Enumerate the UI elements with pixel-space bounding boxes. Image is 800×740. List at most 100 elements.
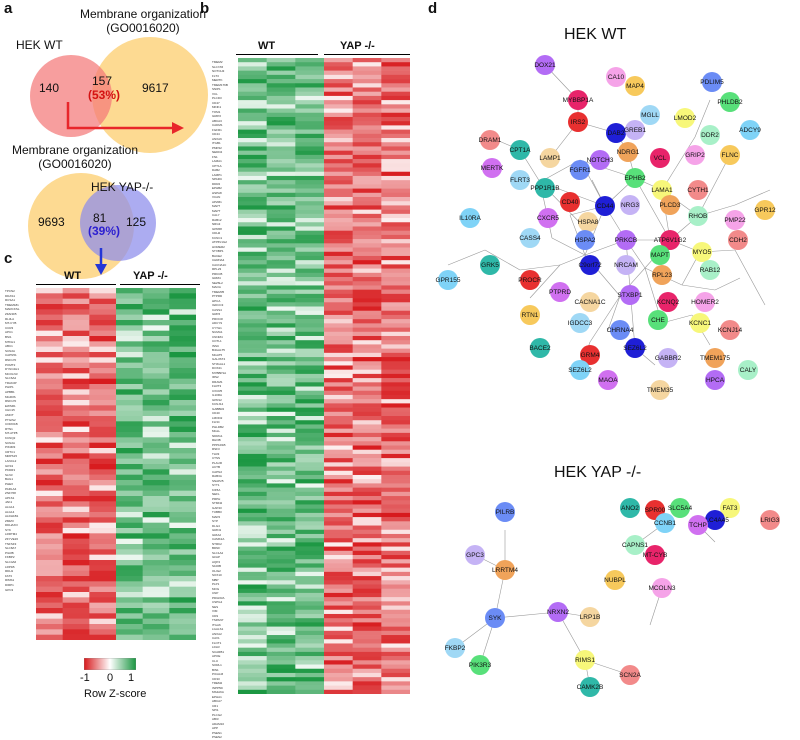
heatmap-cell: [266, 546, 296, 552]
heatmap-cell: [352, 517, 382, 522]
heatmap-cell: [238, 247, 267, 253]
heatmap-cell: [266, 348, 296, 354]
heatmap-cell: [266, 533, 296, 539]
heatmap-cell: [116, 549, 143, 555]
network-node-label: NRXN2: [547, 609, 569, 616]
heatmap-cell: [62, 320, 90, 326]
network-node-label: STXBP1: [618, 292, 643, 299]
heatmap-cell: [62, 341, 90, 347]
heatmap-cell: [381, 449, 410, 455]
heatmap-cell: [89, 624, 117, 630]
heatmap-cell: [324, 138, 353, 143]
heatmap-cell: [169, 325, 196, 331]
heatmap-cell: [324, 382, 353, 387]
gene-label: ITGA6: [212, 622, 221, 627]
heatmap-cell: [324, 58, 353, 63]
red-arrow: [66, 102, 184, 134]
heatmap-cell: [116, 320, 143, 326]
heatmap-cell: [36, 309, 63, 315]
heatmap-cell: [116, 357, 143, 363]
heatmap-cell: [238, 462, 267, 467]
heatmap-cell: [324, 129, 353, 135]
heatmap-cell: [352, 449, 382, 455]
heatmap-cell: [295, 361, 325, 366]
heatmap-cell: [238, 66, 267, 71]
heatmap-cell: [89, 362, 117, 369]
network-node: [570, 160, 590, 180]
heatmap-cell: [295, 100, 325, 105]
heatmap-cell: [36, 522, 63, 529]
heatmap-cell: [238, 335, 267, 341]
heatmap-cell: [266, 487, 296, 493]
heatmap-cell: [295, 116, 325, 122]
heatmap-cell: [36, 410, 63, 417]
network-node-label: CYTH1: [687, 187, 709, 194]
heatmap-cell: [324, 643, 353, 648]
heatmap-cell: [238, 689, 267, 694]
heatmap-cell: [89, 346, 117, 353]
network-node: [655, 513, 675, 533]
heatmap-cell: [169, 469, 196, 475]
network-node-label: GRIP2: [685, 152, 705, 159]
gene-label: GAL3ST4: [212, 357, 226, 361]
heatmap-cell: [381, 458, 410, 463]
heatmap-cell: [238, 58, 267, 63]
heatmap-cell: [116, 400, 143, 406]
heatmap-cell: [352, 112, 382, 118]
heatmap-cell: [62, 336, 90, 342]
heatmap-cell: [352, 369, 382, 375]
heatmap-cell: [352, 635, 382, 640]
network-node: [625, 535, 645, 555]
gene-label: RAB3A: [212, 474, 222, 478]
heatmap-cell: [324, 407, 353, 413]
network-node-label: SEZ6L2: [568, 367, 592, 374]
heatmap-cell: [89, 341, 117, 347]
gene-label: ZFYVE26: [5, 537, 19, 542]
gene-label: BDNF: [212, 546, 221, 550]
heatmap-cell: [324, 306, 353, 312]
heatmap-cell: [266, 175, 296, 181]
venn1-left-count: 140: [39, 81, 60, 95]
gene-label: TMEM181: [5, 302, 19, 307]
heatmap-cell: [266, 538, 296, 543]
heatmap-cell: [381, 91, 410, 97]
heatmap-cell: [238, 508, 267, 514]
heatmap-cell: [324, 260, 353, 265]
heatmap-cell: [238, 394, 267, 400]
heatmap-cell: [238, 622, 267, 627]
network-node-label: PILRB: [496, 509, 515, 516]
heatmap-cell: [381, 142, 410, 147]
heatmap-cell: [116, 314, 143, 321]
heatmap-cell: [295, 154, 325, 160]
heatmap-cell: [381, 533, 410, 539]
heatmap-cell: [324, 112, 353, 118]
network-node: [616, 255, 636, 275]
network-node-label: KCNQ2: [657, 299, 680, 306]
heatmap-cell: [36, 592, 63, 598]
heatmap-cell: [62, 608, 90, 614]
heatmap-cell: [36, 533, 63, 539]
heatmap-cell: [266, 180, 296, 185]
heatmap-cell: [89, 437, 117, 443]
heatmap-cell: [62, 288, 90, 294]
network-node-label: RPL23: [652, 272, 672, 279]
venn2-overlap-count: 81: [93, 211, 107, 225]
heatmap-cell: [89, 336, 117, 342]
heatmap-cell: [324, 264, 353, 269]
gene-label: RIMS1: [5, 578, 15, 583]
heatmap-cell: [381, 116, 410, 122]
network-node: [705, 510, 725, 530]
heatmap-cell: [142, 400, 170, 406]
heatmap-cell: [266, 651, 296, 657]
venn2-go-id: (GO0016020): [38, 157, 112, 171]
heatmap-cell: [324, 626, 353, 632]
heatmap-b-wt-header: WT: [258, 40, 276, 52]
network-node: [510, 140, 530, 160]
heatmap-cell: [36, 320, 63, 326]
heatmap-cell: [295, 651, 325, 657]
heatmap-cell: [89, 368, 117, 374]
heatmap-cell: [142, 330, 170, 337]
gene-label: TMEM2: [212, 60, 223, 64]
heatmap-cell: [324, 630, 353, 636]
heatmap-cell: [352, 348, 382, 354]
